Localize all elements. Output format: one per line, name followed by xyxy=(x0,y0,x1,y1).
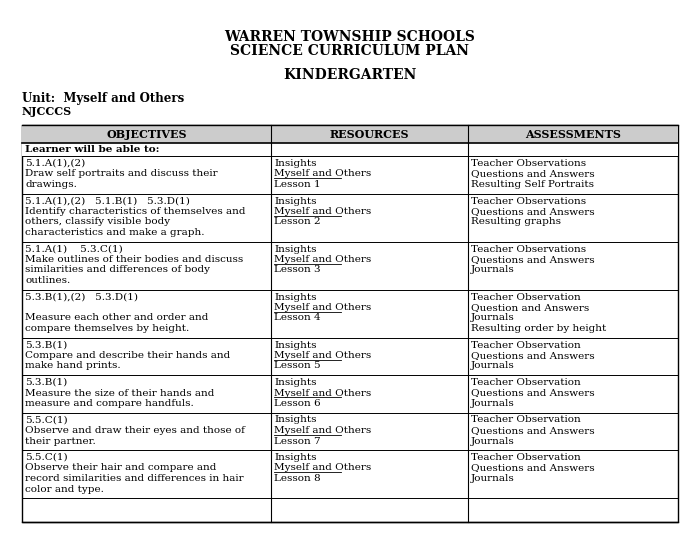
Text: make hand prints.: make hand prints. xyxy=(25,361,120,370)
Text: their partner.: their partner. xyxy=(25,436,96,446)
Text: 5.5.C(1): 5.5.C(1) xyxy=(25,453,68,462)
Text: 5.3.B(1),(2)   5.3.D(1): 5.3.B(1),(2) 5.3.D(1) xyxy=(25,293,138,301)
Text: Lesson 7: Lesson 7 xyxy=(274,436,321,446)
Text: Lesson 2: Lesson 2 xyxy=(274,218,321,226)
Text: Myself and Others: Myself and Others xyxy=(274,303,372,312)
Text: Myself and Others: Myself and Others xyxy=(274,351,372,360)
Text: Lesson 4: Lesson 4 xyxy=(274,314,321,322)
Text: Lesson 1: Lesson 1 xyxy=(274,180,321,189)
Text: Insights: Insights xyxy=(274,197,317,206)
Text: WARREN TOWNSHIP SCHOOLS: WARREN TOWNSHIP SCHOOLS xyxy=(225,30,475,44)
Text: Resulting order by height: Resulting order by height xyxy=(471,324,606,333)
Text: Questions and Answers: Questions and Answers xyxy=(471,351,595,360)
Text: Insights: Insights xyxy=(274,341,317,349)
Text: Resulting graphs: Resulting graphs xyxy=(471,218,561,226)
Text: Journals: Journals xyxy=(471,314,514,322)
Text: Observe their hair and compare and: Observe their hair and compare and xyxy=(25,463,216,472)
Text: Insights: Insights xyxy=(274,415,317,424)
Text: 5.1.A(1),(2)   5.1.B(1)   5.3.D(1): 5.1.A(1),(2) 5.1.B(1) 5.3.D(1) xyxy=(25,197,190,206)
Text: 5.5.C(1): 5.5.C(1) xyxy=(25,415,68,424)
Text: Teacher Observations: Teacher Observations xyxy=(471,197,586,206)
Text: Myself and Others: Myself and Others xyxy=(274,463,372,472)
Text: Lesson 6: Lesson 6 xyxy=(274,399,321,408)
Text: Measure each other and order and: Measure each other and order and xyxy=(25,314,209,322)
Text: measure and compare handfuls.: measure and compare handfuls. xyxy=(25,399,194,408)
Text: Questions and Answers: Questions and Answers xyxy=(471,255,595,264)
Text: Teacher Observation: Teacher Observation xyxy=(471,293,581,301)
Text: color and type.: color and type. xyxy=(25,484,104,494)
Text: Resulting Self Portraits: Resulting Self Portraits xyxy=(471,180,594,189)
Text: others, classify visible body: others, classify visible body xyxy=(25,218,170,226)
Text: Questions and Answers: Questions and Answers xyxy=(471,170,595,179)
Text: Observe and draw their eyes and those of: Observe and draw their eyes and those of xyxy=(25,426,245,435)
Text: SCIENCE CURRICULUM PLAN: SCIENCE CURRICULUM PLAN xyxy=(230,44,470,58)
Text: Lesson 5: Lesson 5 xyxy=(274,361,321,370)
Text: 5.1.A(1),(2): 5.1.A(1),(2) xyxy=(25,159,85,168)
Text: Myself and Others: Myself and Others xyxy=(274,207,372,216)
Text: characteristics and make a graph.: characteristics and make a graph. xyxy=(25,228,204,237)
Bar xyxy=(468,125,678,143)
Text: Draw self portraits and discuss their: Draw self portraits and discuss their xyxy=(25,170,218,179)
Text: Questions and Answers: Questions and Answers xyxy=(471,426,595,435)
Text: 5.3.B(1): 5.3.B(1) xyxy=(25,341,67,349)
Bar xyxy=(22,143,678,156)
Text: Unit:  Myself and Others: Unit: Myself and Others xyxy=(22,92,184,105)
Text: outlines.: outlines. xyxy=(25,276,70,285)
Text: 5.1.A(1)    5.3.C(1): 5.1.A(1) 5.3.C(1) xyxy=(25,245,122,253)
Text: Identify characteristics of themselves and: Identify characteristics of themselves a… xyxy=(25,207,246,216)
Text: Myself and Others: Myself and Others xyxy=(274,170,372,179)
Text: Question and Answers: Question and Answers xyxy=(471,303,589,312)
Text: Journals: Journals xyxy=(471,361,514,370)
Text: Journals: Journals xyxy=(471,399,514,408)
Text: 5.3.B(1): 5.3.B(1) xyxy=(25,378,67,387)
Text: Journals: Journals xyxy=(471,436,514,446)
Text: Teacher Observation: Teacher Observation xyxy=(471,378,581,387)
Bar xyxy=(272,125,468,143)
Text: Myself and Others: Myself and Others xyxy=(274,255,372,264)
Text: Journals: Journals xyxy=(471,474,514,483)
Text: Lesson 3: Lesson 3 xyxy=(274,266,321,274)
Text: Measure the size of their hands and: Measure the size of their hands and xyxy=(25,388,214,397)
Text: OBJECTIVES: OBJECTIVES xyxy=(106,129,187,139)
Text: Learner will be able to:: Learner will be able to: xyxy=(25,145,160,154)
Text: Insights: Insights xyxy=(274,453,317,462)
Text: Questions and Answers: Questions and Answers xyxy=(471,463,595,472)
Text: Questions and Answers: Questions and Answers xyxy=(471,207,595,216)
Text: Teacher Observations: Teacher Observations xyxy=(471,159,586,168)
Text: RESOURCES: RESOURCES xyxy=(330,129,410,139)
Text: Myself and Others: Myself and Others xyxy=(274,388,372,397)
Text: record similarities and differences in hair: record similarities and differences in h… xyxy=(25,474,244,483)
Text: NJCCCS: NJCCCS xyxy=(22,106,72,117)
Text: Journals: Journals xyxy=(471,266,514,274)
Text: Myself and Others: Myself and Others xyxy=(274,426,372,435)
Text: ASSESSMENTS: ASSESSMENTS xyxy=(525,129,621,139)
Text: KINDERGARTEN: KINDERGARTEN xyxy=(284,68,416,82)
Text: Insights: Insights xyxy=(274,159,317,168)
Text: Make outlines of their bodies and discuss: Make outlines of their bodies and discus… xyxy=(25,255,244,264)
Text: compare themselves by height.: compare themselves by height. xyxy=(25,324,189,333)
Text: drawings.: drawings. xyxy=(25,180,77,189)
Text: Teacher Observation: Teacher Observation xyxy=(471,453,581,462)
Bar xyxy=(22,125,272,143)
Text: Insights: Insights xyxy=(274,293,317,301)
Text: Teacher Observation: Teacher Observation xyxy=(471,415,581,424)
Text: Lesson 8: Lesson 8 xyxy=(274,474,321,483)
Text: similarities and differences of body: similarities and differences of body xyxy=(25,266,210,274)
Text: Teacher Observation: Teacher Observation xyxy=(471,341,581,349)
Text: Insights: Insights xyxy=(274,378,317,387)
Text: Teacher Observations: Teacher Observations xyxy=(471,245,586,253)
Text: Insights: Insights xyxy=(274,245,317,253)
Text: Questions and Answers: Questions and Answers xyxy=(471,388,595,397)
Bar xyxy=(22,125,678,522)
Text: Compare and describe their hands and: Compare and describe their hands and xyxy=(25,351,230,360)
